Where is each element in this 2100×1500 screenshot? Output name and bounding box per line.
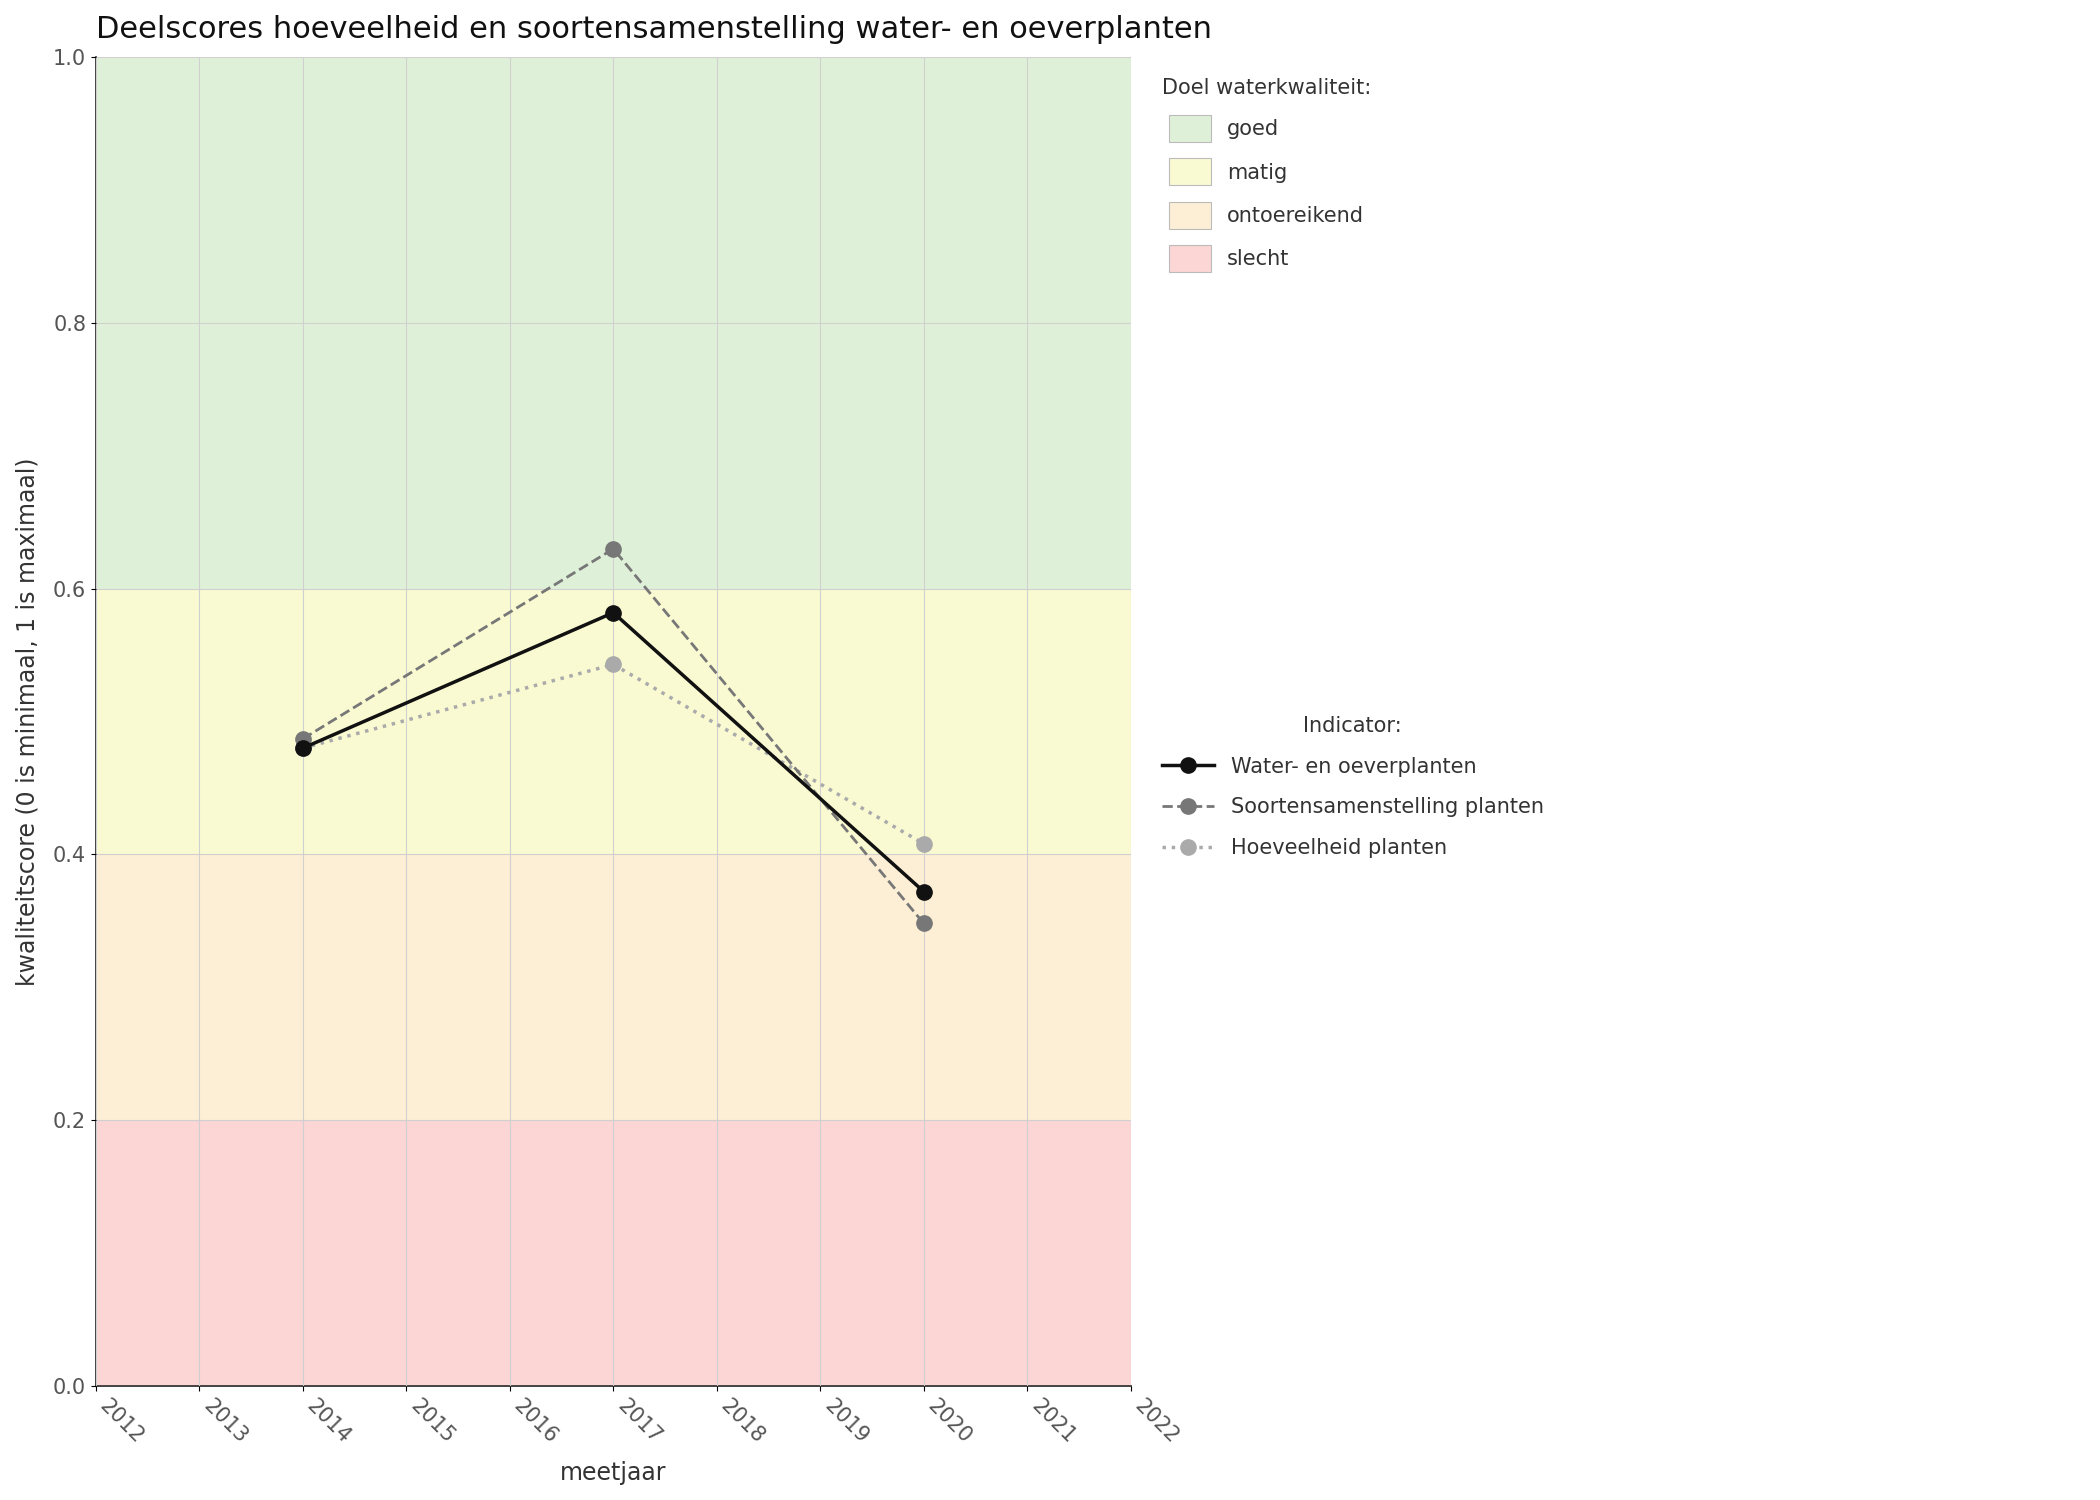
Line: Water- en oeverplanten: Water- en oeverplanten [296, 604, 932, 898]
Legend: Water- en oeverplanten, Soortensamenstelling planten, Hoeveelheid planten: Water- en oeverplanten, Soortensamenstel… [1151, 705, 1554, 868]
Soortensamenstelling planten [290, 730, 315, 748]
Water- en oeverplanten [290, 740, 315, 758]
Hoeveelheid planten [601, 656, 626, 674]
Bar [97, 588, 1130, 855]
Water- en oeverplanten [601, 603, 626, 621]
X-axis label: meetjaar: meetjaar [561, 1461, 666, 1485]
Bar [97, 855, 1130, 1120]
Water- en oeverplanten [911, 882, 937, 900]
Bar [97, 1120, 1130, 1386]
Y-axis label: kwaliteitscore (0 is minimaal, 1 is maximaal): kwaliteitscore (0 is minimaal, 1 is maxi… [15, 458, 40, 986]
Bar [97, 57, 1130, 588]
Soortensamenstelling planten [601, 540, 626, 558]
Hoeveelheid planten [911, 836, 937, 854]
Soortensamenstelling planten [911, 915, 937, 933]
Text: Deelscores hoeveelheid en soortensamenstelling water- en oeverplanten: Deelscores hoeveelheid en soortensamenst… [97, 15, 1212, 44]
Line: Soortensamenstelling planten: Soortensamenstelling planten [296, 542, 932, 932]
Hoeveelheid planten [290, 740, 315, 758]
Line: Hoeveelheid planten: Hoeveelheid planten [296, 657, 932, 852]
